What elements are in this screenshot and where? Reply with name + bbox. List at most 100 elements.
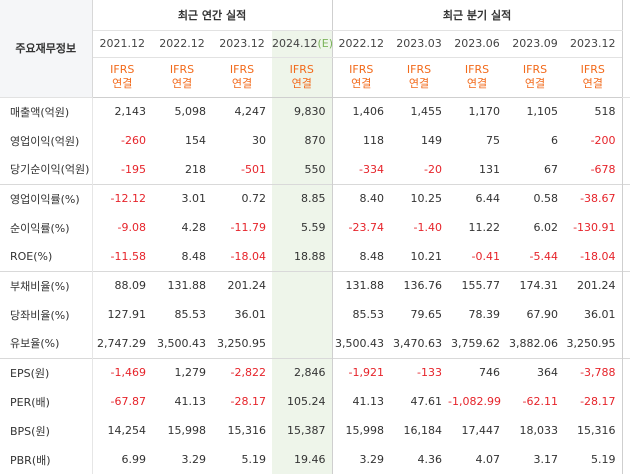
table-row: 순이익률(%) -9.08 4.28 -11.79 5.59 -23.74 -1.40 11.… [0, 213, 630, 242]
annual-value-cell: -1,469 [92, 357, 152, 387]
annual-value-cell: 3,500.43 [157, 336, 206, 350]
quarter-value-cell: 8.48 [331, 242, 391, 271]
quarter-value-cell: 3.17 [533, 453, 559, 466]
quarter-value-cell: 36.01 [584, 308, 616, 321]
annual-value-cell: 4,247 [234, 105, 267, 119]
annual-period-header: 2021.12 [92, 30, 152, 58]
quarter-value-cell: 136.76 [390, 270, 449, 300]
annual-value-cell: 15,998 [167, 424, 207, 437]
quarter-value-cell: -1,921 [331, 357, 391, 387]
quarter-value-cell: 1,406 [331, 97, 391, 126]
quarter-value-cell: -20 [424, 162, 443, 176]
quarter-value-cell: 10.21 [410, 249, 443, 263]
quarter-value-cell: 41.13 [331, 387, 391, 416]
annual-value-cell: 14,254 [107, 424, 147, 437]
annual-value-cell [272, 300, 333, 329]
basis-header: IFRS 연결 [272, 57, 333, 98]
basis-header: IFRS 연결 [564, 57, 623, 98]
quarter-value-cell: 47.61 [410, 395, 443, 408]
header-row-titles: 주요재무정보 최근 연간 실적 최근 분기 실적 [0, 0, 630, 98]
basis-standard: IFRS [110, 63, 135, 76]
row-label: 당기순이익(억원) [0, 155, 93, 184]
basis-header: IFRS 연결 [331, 57, 391, 98]
quarter-value-cell: 85.53 [331, 300, 391, 329]
annual-value-cell: 127.91 [107, 308, 147, 321]
row-label: 부채비율(%) [0, 270, 93, 300]
table-row: 영업이익(억원) -260 154 30 870 118 149 75 6 -200 [0, 126, 630, 155]
header-row-basis: IFRS 연결 IFRS 연결 IFRS 연결 IFRS 연결 IFRS 연결 IFRS 연결 IFRS… [0, 57, 630, 98]
quarter-value-cell: 746 [448, 357, 507, 387]
quarter-period-header: 2023.06 [448, 30, 507, 58]
quarter-period-header: 2023.09 [506, 30, 565, 58]
basis-header: IFRS 연결 [152, 57, 212, 98]
basis-standard: IFRS [289, 63, 314, 76]
annual-value-cell: -18.04 [230, 249, 266, 263]
basis-standard: IFRS [580, 63, 605, 76]
basis-consolidation: 연결 [291, 77, 312, 90]
row-label: BPS(원) [0, 416, 93, 445]
basis-consolidation: 연결 [466, 77, 488, 90]
annual-value-cell: 5.19 [241, 453, 267, 466]
quarter-value-cell: -1.40 [413, 221, 443, 234]
annual-period-header: 2023.12 [212, 30, 272, 58]
quarter-value-cell: 3.29 [331, 445, 391, 474]
annual-value-cell: 201.24 [212, 270, 272, 300]
quarter-value-cell: 201.24 [564, 270, 623, 300]
quarter-value-cell: -130.91 [573, 221, 616, 234]
quarter-value-cell: -0.41 [471, 249, 501, 263]
overflow-cell [621, 445, 630, 474]
annual-value-cell: 15,387 [272, 416, 333, 445]
overflow-cell [621, 300, 630, 329]
table-row: 유보율(%) 2,747.29 3,500.43 3,250.95 3,500.43 3,… [0, 329, 630, 358]
quarter-title: 최근 분기 실적 [331, 0, 623, 31]
quarter-value-cell: 8.40 [331, 183, 391, 213]
quarter-value-cell: 15,316 [577, 424, 616, 437]
annual-value-cell: 550 [272, 155, 333, 184]
annual-value-cell: 4.28 [181, 221, 207, 234]
annual-value-cell: -501 [241, 162, 266, 176]
basis-standard: IFRS [406, 63, 432, 76]
quarter-value-cell: 3,500.43 [331, 329, 391, 358]
quarter-period-header: 2022.12 [331, 30, 391, 58]
quarter-value-cell: 6.44 [448, 183, 507, 213]
table-row: EPS(원) -1,469 1,279 -2,822 2,846 -1,921 -133 74… [0, 357, 630, 387]
quarter-value-cell: -5.44 [529, 249, 559, 263]
annual-value-cell: 5,098 [174, 105, 207, 119]
quarter-value-cell: 75 [486, 134, 501, 147]
period-label: 2024.12 [272, 37, 318, 50]
quarter-value-cell: 518 [594, 105, 616, 119]
annual-value-cell: 1,279 [152, 357, 212, 387]
quarter-value-cell: 0.58 [506, 183, 565, 213]
overflow-cell [621, 416, 630, 445]
annual-value-cell: -11.58 [110, 249, 146, 263]
basis-header: IFRS 연결 [212, 57, 272, 98]
quarter-value-cell: -28.17 [580, 395, 616, 408]
overflow-cell [621, 126, 630, 155]
annual-value-cell: 3.01 [152, 183, 212, 213]
overflow-cell [621, 183, 630, 213]
row-label: ROE(%) [0, 242, 93, 271]
row-label: 매출액(억원) [0, 97, 93, 126]
quarter-value-cell: 11.22 [468, 221, 501, 234]
quarter-value-cell: 79.65 [410, 308, 443, 321]
table-row: 매출액(억원) 2,143 5,098 4,247 9,830 1,406 1,455 1,1… [0, 97, 630, 126]
table-row: 당좌비율(%) 127.91 85.53 36.01 85.53 79.65 78.39 67… [0, 300, 630, 329]
annual-value-cell: 8.48 [181, 249, 207, 263]
estimate-mark: (E) [317, 37, 333, 50]
quarter-value-cell: 174.31 [506, 270, 565, 300]
overflow-cell [621, 329, 630, 358]
table-row: ROE(%) -11.58 8.48 -18.04 18.88 8.48 10.21 -0.4… [0, 242, 630, 271]
quarter-value-cell: 78.39 [468, 308, 501, 321]
quarter-value-cell: 149 [421, 134, 443, 147]
annual-title: 최근 연간 실적 [92, 0, 333, 31]
basis-consolidation: 연결 [351, 77, 372, 90]
annual-value-cell: 18.88 [272, 242, 333, 271]
basis-standard: IFRS [169, 63, 195, 76]
quarter-value-cell: 4.07 [475, 453, 501, 466]
quarter-period-header: 2023.03 [390, 30, 449, 58]
annual-value-cell: 88.09 [92, 270, 152, 300]
quarter-value-cell: 17,447 [461, 424, 501, 437]
quarter-value-cell: -334 [331, 155, 391, 184]
quarter-value-cell: 364 [506, 357, 565, 387]
basis-consolidation: 연결 [582, 77, 603, 90]
